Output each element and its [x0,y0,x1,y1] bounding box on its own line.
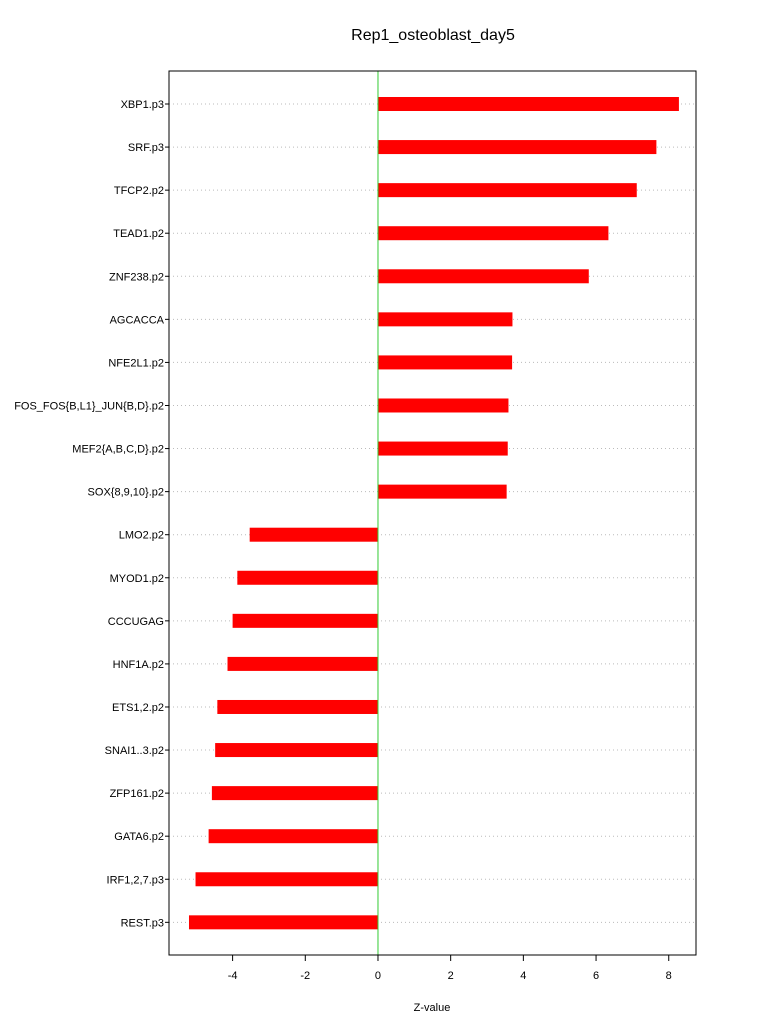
bar [227,656,378,671]
bar [195,872,378,887]
x-tick-label: 8 [666,970,672,982]
plot-frame [168,70,697,956]
bar [377,355,513,370]
bar [208,829,378,844]
bar [215,743,378,758]
bar [217,699,378,714]
x-axis-ticks: -4 -2 0 2 4 6 8 [228,955,672,982]
x-tick-label: 2 [448,970,454,982]
category-label: IRF1,2,7.p3 [107,874,164,886]
category-label: MEF2{A,B,C,D}.p2 [72,444,164,456]
bar [377,484,507,499]
category-label: TEAD1.p2 [113,228,164,240]
category-label: SOX{8,9,10}.p2 [88,487,164,499]
category-label: GATA6.p2 [114,831,164,843]
bar [249,527,378,542]
category-label: LMO2.p2 [119,530,164,542]
category-label: CCCUGAG [108,616,164,628]
x-tick-label: -4 [228,970,238,982]
bar [232,613,378,628]
category-label: ZNF238.p2 [109,271,164,283]
bar [377,183,637,198]
category-label: NFE2L1.p2 [108,357,164,369]
x-tick-label: 6 [593,970,599,982]
bar [377,312,513,327]
category-label: FOS_FOS{B,L1}_JUN{B,D}.p2 [14,400,164,412]
bar [211,786,378,801]
bar [377,441,508,456]
x-tick-label: 0 [375,970,381,982]
category-label: XBP1.p3 [121,99,164,111]
bar [377,140,657,155]
chart-title: Rep1_osteoblast_day5 [351,27,515,44]
bar [377,398,509,413]
category-label: HNF1A.p2 [113,659,164,671]
x-axis-label: Z-value [414,1002,451,1014]
category-label: ZFP161.p2 [110,788,164,800]
category-label: MYOD1.p2 [110,573,164,585]
category-label: ETS1,2.p2 [112,702,164,714]
category-label: AGCACCA [110,314,165,326]
bars [188,97,679,930]
category-label: SRF.p3 [128,142,164,154]
x-tick-label: -2 [300,970,310,982]
bar [188,915,378,930]
category-label: SNAI1..3.p2 [105,745,164,757]
category-labels: XBP1.p3 SRF.p3 TFCP2.p2 TEAD1.p2 ZNF238.p2 AG… [14,99,169,929]
category-label: TFCP2.p2 [114,185,164,197]
bar [377,97,679,111]
bar [237,570,378,585]
category-label: REST.p3 [121,917,164,929]
bar [377,269,589,284]
x-tick-label: 4 [520,970,526,982]
bar [377,226,609,241]
